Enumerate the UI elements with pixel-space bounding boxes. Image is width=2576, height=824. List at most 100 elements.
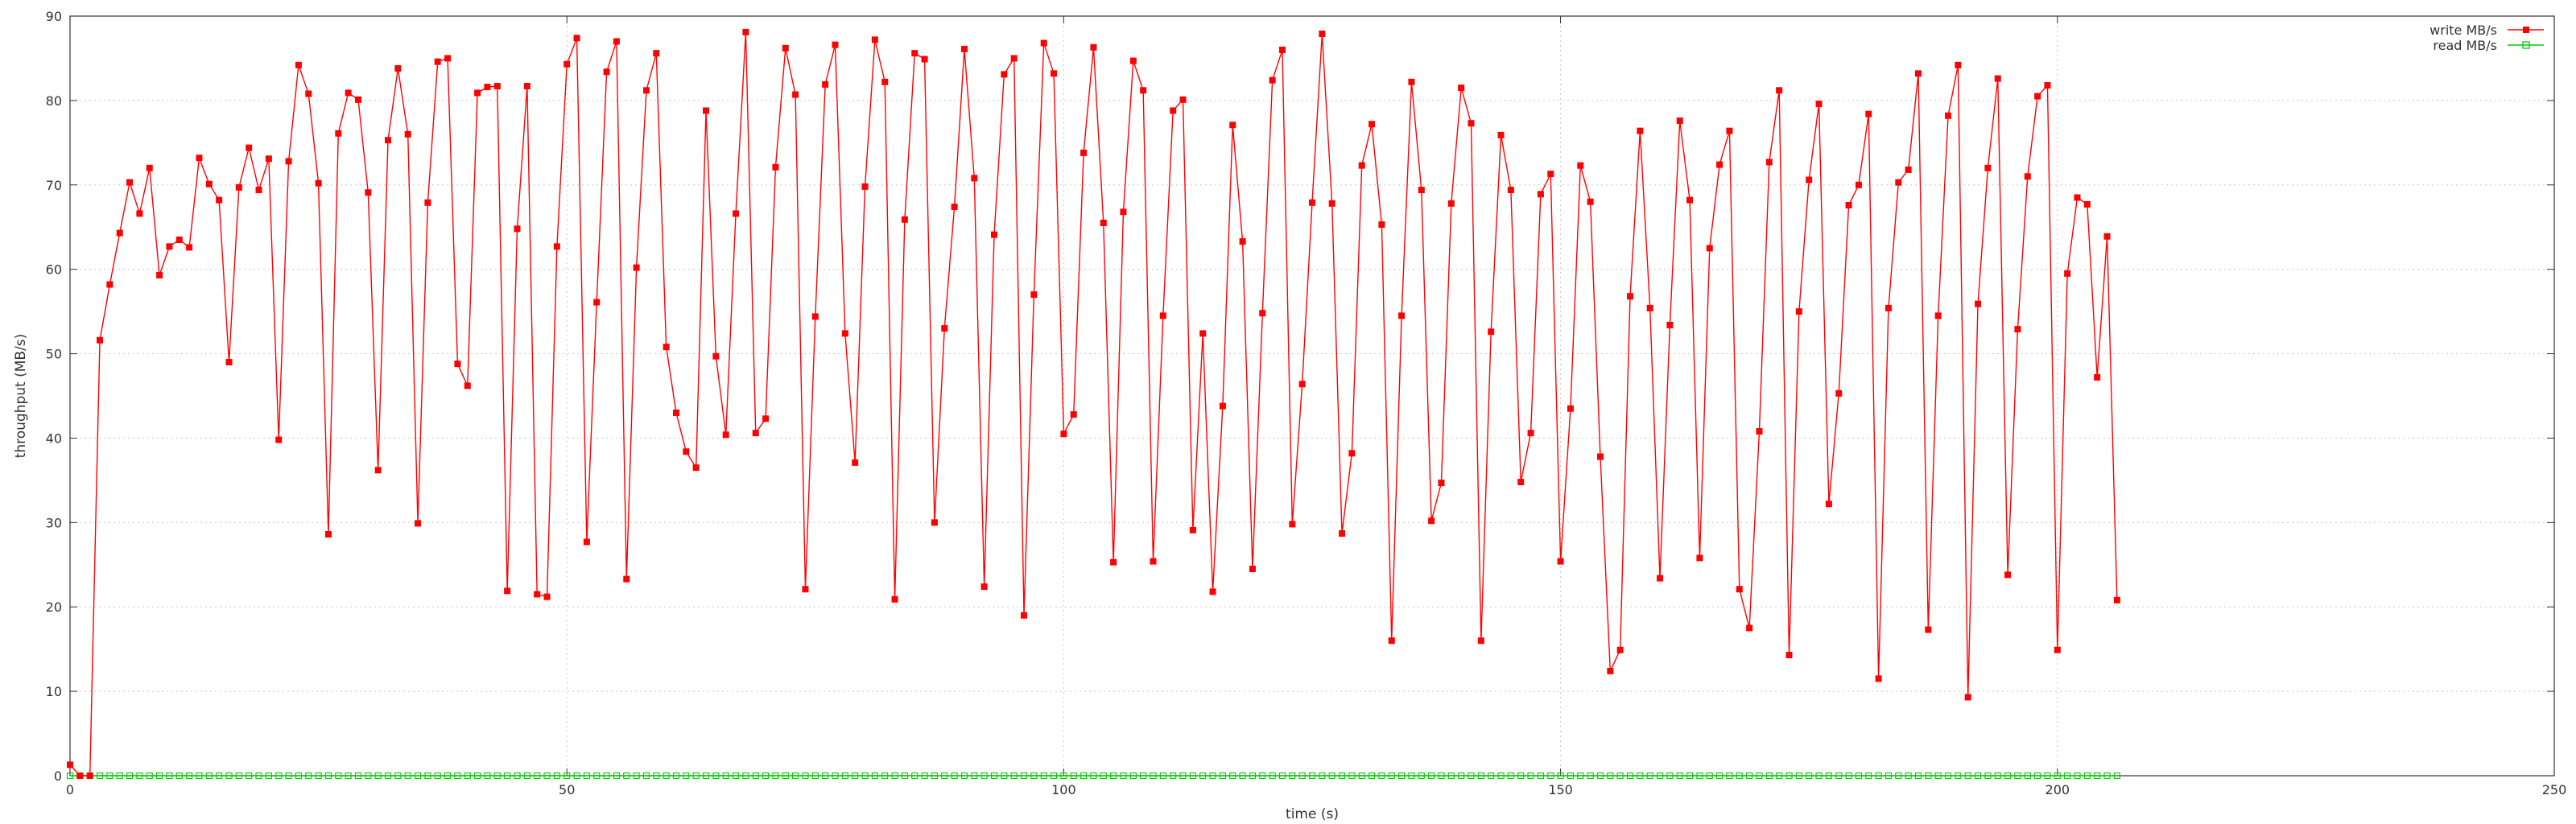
write-point <box>1815 101 1823 108</box>
write-point <box>295 61 302 68</box>
write-point <box>136 210 143 217</box>
x-tick-label: 100 <box>1051 782 1076 797</box>
read-point <box>960 772 968 780</box>
read-point <box>175 772 183 780</box>
read-point <box>1637 772 1644 780</box>
read-point <box>642 772 650 780</box>
read-point <box>1278 772 1286 780</box>
read-point <box>295 772 302 780</box>
write-point <box>613 38 620 45</box>
write-point <box>1298 381 1306 388</box>
x-tick-label: 150 <box>1548 782 1573 797</box>
read-point <box>2044 772 2051 780</box>
write-point <box>523 83 530 90</box>
read-point <box>1129 772 1137 780</box>
read-point <box>841 772 848 780</box>
y-tick-label: 10 <box>46 684 62 699</box>
read-point <box>593 772 601 780</box>
read-point <box>1955 772 1962 780</box>
write-point <box>1150 558 1157 565</box>
x-tick-label: 50 <box>559 782 575 797</box>
read-point <box>951 772 958 780</box>
write-point <box>1428 517 1435 525</box>
write-point <box>2014 326 2021 333</box>
write-point <box>1607 667 1614 674</box>
y-tick-label: 30 <box>46 515 62 530</box>
write-point <box>345 89 352 97</box>
write-point <box>802 586 809 593</box>
read-point <box>265 772 272 780</box>
write-point <box>1686 196 1694 204</box>
read-point <box>553 772 560 780</box>
write-point <box>2083 200 2091 208</box>
write-point <box>156 272 163 279</box>
write-point <box>365 189 372 196</box>
write-point <box>1219 402 1226 410</box>
read-point <box>1795 772 1802 780</box>
read-point <box>603 772 610 780</box>
write-point <box>1040 39 1047 47</box>
read-point <box>504 772 511 780</box>
write-point <box>1348 450 1356 457</box>
write-point <box>1865 110 1872 117</box>
write-point <box>951 204 958 211</box>
read-point <box>1100 772 1107 780</box>
read-point <box>1756 772 1763 780</box>
read-point <box>1905 772 1912 780</box>
write-point <box>911 50 919 57</box>
read-point <box>1030 772 1038 780</box>
read-point <box>1468 772 1475 780</box>
read-point <box>1189 772 1196 780</box>
write-point <box>742 28 749 35</box>
read-point <box>1726 772 1733 780</box>
write-point <box>1746 624 1753 632</box>
read-point <box>692 772 700 780</box>
write-point <box>216 196 223 204</box>
write-point <box>1666 321 1674 328</box>
write-point <box>1776 87 1783 94</box>
read-point <box>305 772 312 780</box>
write-point <box>564 60 571 68</box>
read-point <box>1895 772 1902 780</box>
write-point <box>672 409 679 416</box>
write-point <box>603 68 610 76</box>
read-point <box>2113 772 2120 780</box>
write-point <box>1587 198 1594 205</box>
read-point <box>1438 772 1445 780</box>
write-point <box>1785 652 1793 659</box>
write-point <box>146 164 153 171</box>
read-point <box>1646 772 1653 780</box>
write-point <box>1179 96 1187 103</box>
read-point <box>911 772 919 780</box>
write-point <box>1716 161 1724 168</box>
write-point <box>1140 87 1147 94</box>
write-point <box>504 587 511 595</box>
write-point <box>1249 566 1256 573</box>
read-point <box>832 772 839 780</box>
read-point <box>394 772 402 780</box>
read-point <box>534 772 541 780</box>
read-point <box>166 772 173 780</box>
read-point <box>742 772 749 780</box>
read-point <box>663 772 670 780</box>
read-point <box>1179 772 1187 780</box>
write-point <box>832 41 839 48</box>
read-point <box>1547 772 1554 780</box>
read-point <box>971 772 978 780</box>
write-point <box>2074 194 2081 201</box>
read-point <box>354 772 362 780</box>
read-point <box>434 772 441 780</box>
write-point <box>782 44 789 52</box>
read-point <box>861 772 869 780</box>
read-point <box>365 772 372 780</box>
read-point <box>613 772 620 780</box>
write-point <box>1855 181 1862 188</box>
read-point <box>1984 772 1992 780</box>
write-point <box>1825 501 1832 508</box>
read-point <box>493 772 501 780</box>
read-point <box>1815 772 1823 780</box>
y-tick-label: 0 <box>54 768 62 784</box>
read-point <box>1090 772 1097 780</box>
legend: write MB/s read MB/s <box>2429 23 2544 53</box>
write-point <box>1170 107 1177 114</box>
